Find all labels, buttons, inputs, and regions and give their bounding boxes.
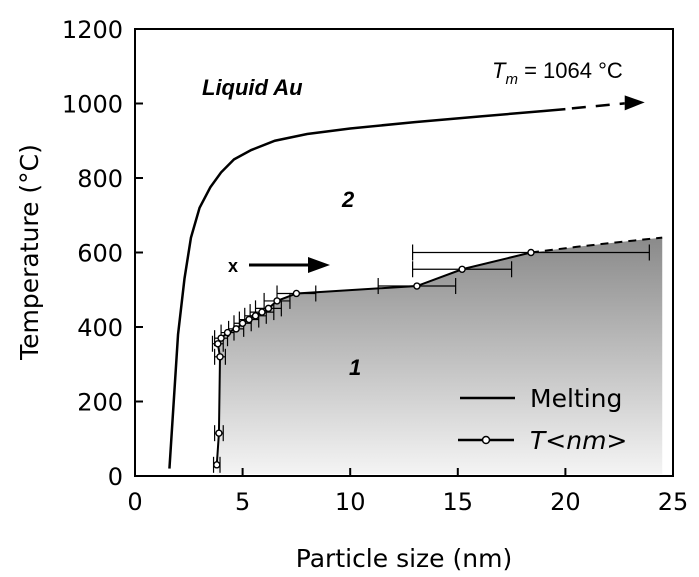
legend-tnm-label-text: T<nm> xyxy=(530,426,627,455)
y-tick-label: 1000 xyxy=(62,91,123,119)
y-tick-label: 600 xyxy=(77,240,123,268)
region-1-label: 1 xyxy=(349,355,361,380)
plot-area xyxy=(168,95,663,473)
x-arrow-head xyxy=(308,257,330,273)
tnm-point xyxy=(223,328,232,337)
region-2-label: 2 xyxy=(341,187,355,212)
y-axis: 0 200 400 600 800 1000 1200 xyxy=(62,16,143,491)
tnm-point xyxy=(238,319,247,327)
y-tick-label: 0 xyxy=(108,463,123,491)
tnm-point xyxy=(214,340,222,348)
y-axis-title: Temperature (°C) xyxy=(15,144,44,361)
tnm-point xyxy=(292,289,301,298)
tnm-point xyxy=(217,334,225,342)
legend: Melting T<nm> xyxy=(458,384,627,455)
region-1-shading xyxy=(216,237,663,474)
liquid-au-label: Liquid Au xyxy=(202,75,303,100)
tm-value: = 1064 °C xyxy=(518,58,623,83)
tnm-point xyxy=(232,325,240,333)
x-marker-arrow: x xyxy=(228,256,330,276)
y-tick-label: 400 xyxy=(77,314,123,342)
tnm-point xyxy=(273,297,281,305)
x-marker-label: x xyxy=(228,256,238,276)
x-tick-label: 0 xyxy=(127,488,142,516)
legend-tnm-label: T<nm> xyxy=(530,426,627,455)
tnm-point xyxy=(264,304,273,313)
x-tick-label: 25 xyxy=(658,488,689,516)
melting-continuation-arrowhead xyxy=(624,95,645,111)
tnm-point xyxy=(216,353,224,361)
y-tick-label: 200 xyxy=(77,389,123,417)
x-tick-label: 20 xyxy=(550,488,581,516)
x-axis-title: Particle size (nm) xyxy=(296,544,512,573)
melting-continuation-line xyxy=(571,102,625,110)
legend-melting-label: Melting xyxy=(530,384,622,413)
y-tick-label: 1200 xyxy=(62,16,123,44)
melting-point-label: Tm = 1064 °C xyxy=(492,58,623,88)
tm-subscript: m xyxy=(505,71,518,88)
tnm-point xyxy=(245,315,253,324)
x-tick-label: 15 xyxy=(443,488,474,516)
tnm-point xyxy=(251,312,260,320)
tnm-point xyxy=(527,248,535,257)
x-tick-label: 5 xyxy=(235,488,250,516)
x-tick-label: 10 xyxy=(335,488,366,516)
tnm-point xyxy=(215,429,223,437)
y-tick-label: 800 xyxy=(77,165,123,193)
tnm-point xyxy=(413,282,421,290)
tnm-point xyxy=(258,308,266,316)
tm-symbol: T xyxy=(492,58,507,83)
legend-tnm-marker xyxy=(481,435,491,445)
region-1-fill xyxy=(216,237,663,474)
melting-curve xyxy=(168,107,566,469)
svg-text:Tm = 1064 °C: Tm = 1064 °C xyxy=(492,58,623,88)
tnm-point xyxy=(458,265,466,273)
x-axis: 0 5 10 15 20 25 xyxy=(127,468,688,516)
tnm-point xyxy=(213,461,221,469)
